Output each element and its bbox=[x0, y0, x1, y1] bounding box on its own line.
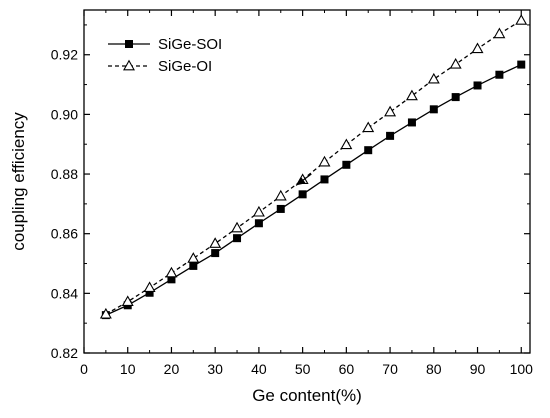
data-point-sige-oi bbox=[274, 189, 287, 201]
data-point-sige-soi bbox=[167, 275, 176, 284]
data-point-sige-oi bbox=[318, 155, 331, 167]
data-point-sige-soi bbox=[429, 105, 438, 114]
legend-marker bbox=[125, 40, 133, 48]
y-axis-title: coupling efficiency bbox=[9, 112, 28, 251]
data-point-sige-soi bbox=[364, 146, 373, 155]
data-point-sige-oi bbox=[143, 281, 156, 293]
annotation-arrow bbox=[295, 173, 312, 186]
x-tick-label: 20 bbox=[164, 361, 180, 377]
axis-ticks: 0 10 20 30 40 50 60 70 80 90 100 0.82 0.84 0.86 0.88 0.… bbox=[51, 10, 533, 377]
y-tick-label: 0.84 bbox=[51, 285, 78, 301]
data-point-sige-oi bbox=[209, 237, 222, 248]
data-point-sige-oi bbox=[384, 105, 397, 117]
y-tick-label: 0.82 bbox=[51, 345, 78, 361]
data-point-sige-oi bbox=[187, 252, 200, 263]
data-point-sige-soi bbox=[276, 204, 285, 213]
legend: SiGe-SOI SiGe-OI bbox=[108, 36, 222, 75]
data-point-sige-soi bbox=[342, 160, 351, 169]
x-tick-label: 100 bbox=[510, 361, 534, 377]
series-sige-oi bbox=[99, 14, 528, 319]
data-point-sige-oi bbox=[471, 42, 484, 54]
plot-area bbox=[99, 14, 528, 320]
data-point-sige-soi bbox=[211, 249, 220, 258]
data-point-sige-soi bbox=[189, 261, 198, 270]
data-point-sige-oi bbox=[515, 14, 528, 25]
data-point-sige-oi bbox=[252, 205, 265, 217]
y-tick-label: 0.92 bbox=[51, 47, 78, 63]
y-tick-label: 0.88 bbox=[51, 166, 78, 182]
data-point-sige-oi bbox=[340, 138, 353, 150]
x-axis-title: Ge content(%) bbox=[252, 386, 362, 405]
data-point-sige-oi bbox=[121, 295, 134, 307]
legend-entry-sige-soi: SiGe-SOI bbox=[108, 36, 222, 53]
legend-marker bbox=[123, 59, 135, 71]
legend-label: SiGe-SOI bbox=[158, 36, 222, 53]
series-line-sige-oi bbox=[105, 19, 522, 315]
arrow-head bbox=[296, 176, 306, 186]
series-sige-soi bbox=[101, 60, 526, 320]
data-point-sige-oi bbox=[165, 266, 178, 278]
x-tick-label: 40 bbox=[251, 361, 267, 377]
y-tick-label: 0.86 bbox=[51, 226, 78, 242]
y-tick-label: 0.90 bbox=[51, 106, 78, 122]
data-point-sige-soi bbox=[473, 81, 482, 90]
data-point-sige-soi bbox=[386, 131, 395, 140]
data-point-sige-soi bbox=[495, 70, 504, 79]
x-tick-label: 60 bbox=[339, 361, 355, 377]
legend-label: SiGe-OI bbox=[158, 58, 212, 75]
data-point-sige-soi bbox=[233, 234, 242, 243]
x-tick-label: 30 bbox=[207, 361, 223, 377]
x-tick-label: 10 bbox=[120, 361, 136, 377]
data-point-sige-soi bbox=[451, 93, 460, 102]
data-point-sige-oi bbox=[493, 27, 506, 39]
x-tick-label: 0 bbox=[80, 361, 88, 377]
x-tick-label: 80 bbox=[426, 361, 442, 377]
x-tick-label: 70 bbox=[382, 361, 398, 377]
plot-frame bbox=[83, 9, 531, 354]
data-point-sige-soi bbox=[517, 60, 526, 69]
data-point-sige-soi bbox=[407, 118, 416, 127]
data-point-sige-oi bbox=[427, 72, 440, 84]
data-point-sige-soi bbox=[145, 288, 154, 297]
data-point-sige-oi bbox=[99, 307, 112, 319]
x-tick-label: 90 bbox=[470, 361, 486, 377]
legend-entry-sige-oi: SiGe-OI bbox=[108, 58, 212, 75]
data-point-sige-soi bbox=[320, 175, 329, 184]
data-point-sige-oi bbox=[362, 121, 375, 133]
data-point-sige-soi bbox=[254, 219, 263, 228]
data-point-sige-oi bbox=[449, 57, 462, 69]
x-tick-label: 50 bbox=[295, 361, 311, 377]
data-point-sige-oi bbox=[405, 89, 418, 101]
data-point-sige-soi bbox=[298, 190, 307, 199]
data-point-sige-oi bbox=[231, 221, 244, 233]
